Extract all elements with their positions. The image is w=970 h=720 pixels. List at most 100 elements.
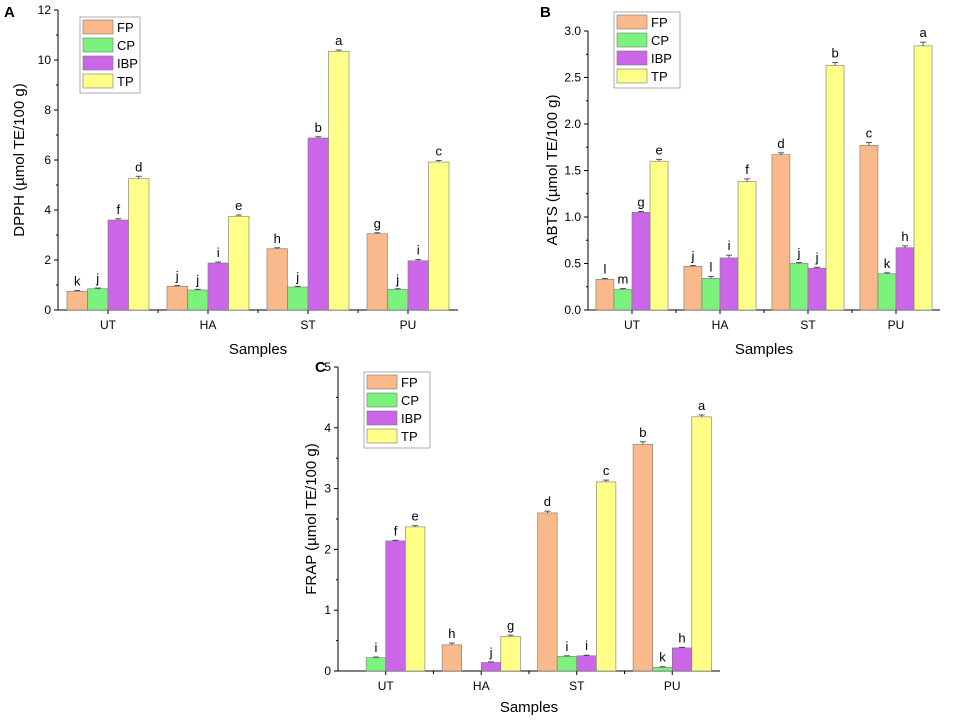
panel-b-bar-cp-ha bbox=[701, 278, 721, 311]
panel-b-sig-label: b bbox=[831, 46, 838, 61]
panel-b-sig-label: g bbox=[637, 194, 644, 209]
panel-b-bar-ibp-st bbox=[807, 267, 827, 311]
panel-a-bar-tp-st bbox=[328, 50, 350, 311]
panel-b-y-tick-label: 0.5 bbox=[564, 257, 581, 271]
panel-b-bar-cp-pu bbox=[877, 273, 897, 311]
panel-b-x-tick-label-pu: PU bbox=[888, 318, 905, 332]
panel-a-sig-label: d bbox=[135, 159, 142, 174]
panel-a-bar-tp-ha bbox=[228, 215, 250, 311]
panel-b-x-axis-label: Samples bbox=[735, 341, 793, 358]
panel-b-y-tick-label: 2.5 bbox=[564, 71, 581, 85]
panel-a-legend-label-tp: TP bbox=[117, 74, 134, 89]
panel-c-x-tick-label-ut: UT bbox=[378, 679, 395, 693]
panel-b-x-tick-label-st: ST bbox=[800, 318, 816, 332]
panel-c-y-tick-label: 4 bbox=[324, 421, 331, 435]
panel-a-sig-label: i bbox=[217, 245, 220, 260]
panel-a-bar-ibp-st bbox=[307, 137, 329, 311]
panel-a-sig-label: f bbox=[116, 202, 120, 217]
panel-b-sig-label: j bbox=[690, 248, 694, 263]
panel-c-letter: C bbox=[315, 359, 326, 376]
panel-a-legend-label-fp: FP bbox=[117, 20, 134, 35]
panel-a-sig-label: k bbox=[74, 274, 81, 289]
panel-c-y-tick-label: 0 bbox=[324, 664, 331, 678]
panel-a-bar-fp-pu bbox=[366, 233, 388, 311]
panel-c-bar-tp-st bbox=[596, 481, 617, 672]
panel-c-bar-fp-st bbox=[537, 512, 558, 672]
panel-c-sig-label: h bbox=[678, 630, 685, 645]
panel-c-legend-swatch-ibp bbox=[366, 410, 398, 426]
panel-b-sig-label: a bbox=[919, 25, 927, 40]
panel-a-y-tick-label: 4 bbox=[44, 203, 51, 217]
panel-a-sig-label: j bbox=[95, 271, 99, 286]
panel-b-legend-label-cp: CP bbox=[651, 33, 669, 48]
panel-c-sig-label: b bbox=[639, 425, 646, 440]
panel-c-sig-label: c bbox=[603, 463, 610, 478]
panel-a-x-tick-label-ut: UT bbox=[100, 318, 117, 332]
panel-a-bar-fp-ut bbox=[66, 290, 88, 311]
panel-c-sig-label: e bbox=[411, 509, 418, 524]
panel-a-sig-label: i bbox=[417, 243, 420, 258]
panel-a-sig-label: h bbox=[274, 231, 281, 246]
panel-b-sig-label: k bbox=[884, 256, 891, 271]
panel-b-sig-label: l bbox=[603, 261, 606, 276]
panel-a-y-tick-label: 2 bbox=[44, 253, 51, 267]
panel-a-bar-ibp-pu bbox=[407, 260, 429, 311]
panel-c-x-tick-label-ha: HA bbox=[473, 679, 490, 693]
panel-a-sig-label: j bbox=[295, 269, 299, 284]
panel-b-legend-swatch-tp bbox=[616, 68, 648, 84]
panel-b-y-tick-label: 0.0 bbox=[564, 303, 581, 317]
panel-b-bar-fp-ha bbox=[683, 265, 703, 311]
panel-a-sig-label: e bbox=[235, 198, 242, 213]
panel-b-y-tick-label: 1.0 bbox=[564, 210, 581, 224]
panel-b-bar-cp-ut bbox=[613, 289, 633, 311]
panel-a-x-axis-label: Samples bbox=[229, 341, 287, 358]
panel-a-x-tick-label-pu: PU bbox=[400, 318, 417, 332]
panel-a-bar-cp-st bbox=[287, 286, 309, 311]
panel-c-sig-label: i bbox=[566, 639, 569, 654]
panel-b-bar-fp-ut bbox=[595, 279, 615, 311]
panel-c-sig-label: i bbox=[585, 638, 588, 653]
panel-a-bar-cp-pu bbox=[387, 289, 409, 311]
panel-a-sig-label: g bbox=[374, 216, 381, 231]
panel-a-bar-fp-st bbox=[266, 248, 288, 311]
panel-a-y-tick-label: 8 bbox=[44, 103, 51, 117]
panel-b-bar-tp-st bbox=[825, 65, 845, 311]
panel-b-legend-swatch-ibp bbox=[616, 50, 648, 66]
panel-b-y-tick-label: 2.0 bbox=[564, 117, 581, 131]
panel-b-sig-label: j bbox=[797, 246, 801, 261]
panel-c-bar-ibp-st bbox=[576, 655, 597, 672]
panel-a-sig-label: j bbox=[175, 269, 179, 284]
panel-b-bar-tp-pu bbox=[913, 45, 933, 311]
panel-b-y-axis-label: ABTS (µmol TE/100 g) bbox=[544, 95, 561, 246]
panel-c-y-tick-label: 1 bbox=[324, 603, 331, 617]
panel-a-bar-ibp-ut bbox=[107, 219, 129, 311]
panel-c-x-tick-label-pu: PU bbox=[664, 679, 681, 693]
panel-c-bar-cp-ut bbox=[365, 657, 387, 672]
panel-b-sig-label: i bbox=[728, 238, 731, 253]
panel-a-bar-cp-ut bbox=[87, 288, 109, 311]
panel-b-bar-ibp-ha bbox=[719, 257, 739, 311]
panel-c-legend-swatch-cp bbox=[366, 392, 398, 408]
panel-b-bar-fp-pu bbox=[859, 145, 879, 311]
panel-b-sig-label: c bbox=[866, 126, 873, 141]
panel-b-bar-cp-st bbox=[789, 263, 809, 311]
panel-b-y-tick-label: 3.0 bbox=[564, 24, 581, 38]
panel-c-legend-swatch-tp bbox=[366, 428, 398, 444]
panel-a-legend-label-ibp: IBP bbox=[117, 56, 138, 71]
panel-a-bar-ibp-ha bbox=[207, 262, 229, 311]
panel-b-bar-tp-ut bbox=[649, 160, 669, 311]
panel-b-sig-label: d bbox=[777, 136, 784, 151]
panel-b-legend-label-tp: TP bbox=[651, 69, 668, 84]
panel-a-sig-label: c bbox=[436, 144, 443, 159]
panel-c-legend-swatch-fp bbox=[366, 374, 398, 390]
panel-a-legend-swatch-fp bbox=[82, 19, 114, 35]
panel-c-sig-label: f bbox=[394, 523, 398, 538]
panel-c-legend-label-fp: FP bbox=[401, 375, 418, 390]
panel-c-bar-tp-ha bbox=[500, 636, 521, 672]
panel-c-bar-cp-st bbox=[556, 656, 578, 672]
panel-c-bar-ibp-pu bbox=[671, 647, 693, 672]
panel-c-sig-label: j bbox=[489, 645, 493, 660]
panel-a-x-tick-label-st: ST bbox=[300, 318, 316, 332]
panel-a-bar-fp-ha bbox=[166, 285, 188, 311]
